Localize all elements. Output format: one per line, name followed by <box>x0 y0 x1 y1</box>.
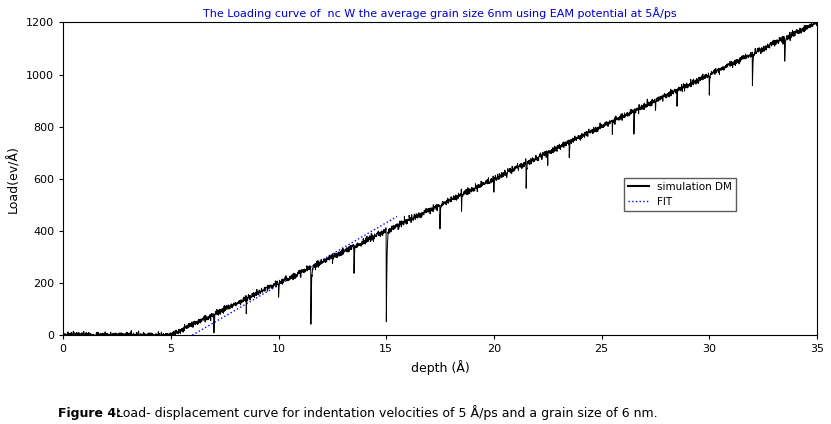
X-axis label: depth (Å): depth (Å) <box>411 360 470 375</box>
simulation DM <box>811 17 821 22</box>
simulation DM <box>754 48 764 53</box>
Title: The Loading curve of  nc W the average grain size 6nm using EAM potential at 5Å/: The Loading curve of nc W the average gr… <box>204 7 677 19</box>
FIT <box>309 262 319 267</box>
FIT <box>187 332 197 338</box>
FIT <box>392 214 402 219</box>
Line: FIT: FIT <box>192 217 397 335</box>
Y-axis label: Load(ev/Å): Load(ev/Å) <box>7 145 21 213</box>
simulation DM <box>812 20 822 25</box>
Line: simulation DM: simulation DM <box>63 20 817 335</box>
Legend: simulation DM, FIT: simulation DM, FIT <box>624 178 736 211</box>
simulation DM <box>538 151 548 156</box>
FIT <box>360 233 370 238</box>
Text: Figure 4:: Figure 4: <box>58 407 121 420</box>
Text: Load- displacement curve for indentation velocities of 5 Å/ps and a grain size o: Load- displacement curve for indentation… <box>112 405 658 420</box>
simulation DM <box>216 312 226 317</box>
simulation DM <box>331 251 341 257</box>
simulation DM <box>58 330 68 335</box>
FIT <box>373 225 383 230</box>
simulation DM <box>58 332 68 338</box>
simulation DM <box>506 168 516 173</box>
FIT <box>188 332 198 337</box>
simulation DM <box>414 212 424 217</box>
FIT <box>312 260 322 265</box>
FIT <box>308 262 318 268</box>
